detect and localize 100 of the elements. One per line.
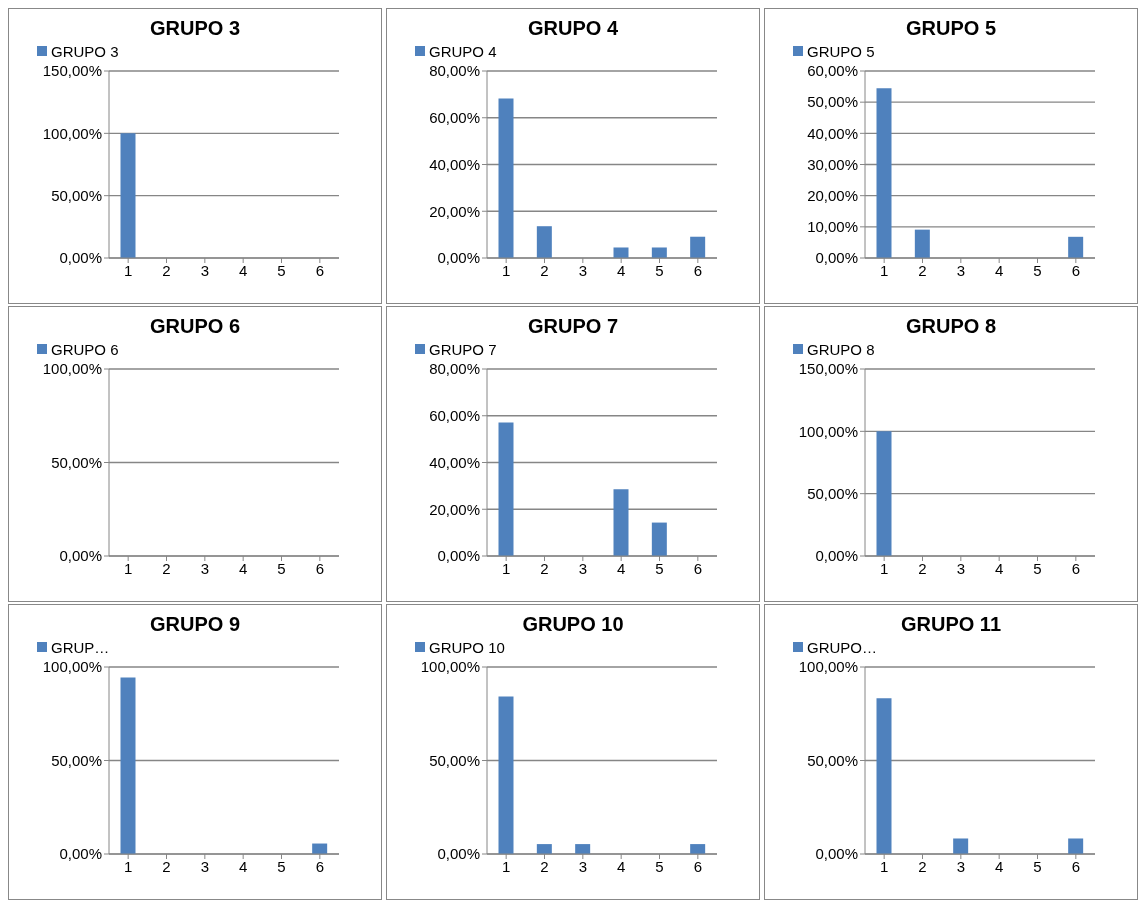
x-tick-label: 3: [200, 857, 210, 875]
x-tick-label: 2: [162, 261, 171, 279]
y-tick-label: 0,00%: [815, 547, 858, 565]
x-tick-label: 3: [578, 559, 588, 577]
x-tick-label: 6: [1071, 559, 1081, 577]
y-tick-label: 100,00%: [42, 658, 102, 676]
bar: [1068, 236, 1084, 258]
y-tick-label: 100,00%: [42, 124, 102, 142]
x-tick-label: 2: [918, 559, 927, 577]
x-tick-label: 5: [655, 261, 664, 279]
x-tick-label: 4: [994, 261, 1004, 279]
y-tick-label: 50,00%: [51, 453, 102, 471]
x-tick-label: 4: [616, 559, 626, 577]
x-tick-label: 1: [123, 261, 133, 279]
x-tick-label: 2: [918, 261, 927, 279]
x-tick-label: 5: [277, 857, 286, 875]
y-tick-label: 100,00%: [420, 658, 480, 676]
chart-title: GRUPO 10: [521, 613, 625, 637]
y-tick-label: 0,00%: [437, 845, 480, 863]
y-tick-label: 50,00%: [51, 186, 102, 204]
y-tick-label: 80,00%: [429, 360, 480, 378]
x-tick-label: 5: [277, 559, 286, 577]
y-tick-label: 50,00%: [429, 751, 480, 769]
x-tick-label: 3: [956, 261, 966, 279]
legend-label: GRUPO 3: [51, 42, 119, 60]
chart-title: GRUPO 3: [149, 17, 241, 41]
x-tick-label: 5: [277, 261, 286, 279]
x-tick-label: 6: [693, 261, 703, 279]
bar: [498, 98, 514, 258]
y-tick-label: 40,00%: [429, 453, 480, 471]
x-tick-label: 5: [1033, 261, 1042, 279]
bar: [498, 422, 514, 556]
x-tick-label: 5: [655, 559, 664, 577]
legend-label: GRUP…: [51, 638, 110, 656]
legend-label: GRUPO 6: [51, 340, 119, 358]
x-tick-label: 3: [578, 857, 588, 875]
x-tick-label: 4: [616, 261, 626, 279]
y-tick-label: 50,00%: [807, 751, 858, 769]
y-tick-label: 150,00%: [798, 360, 858, 378]
x-tick-label: 6: [315, 559, 325, 577]
x-tick-label: 1: [879, 261, 889, 279]
y-tick-label: 50,00%: [807, 484, 858, 502]
bar: [536, 226, 552, 258]
x-tick-label: 2: [162, 559, 171, 577]
x-tick-label: 6: [693, 857, 703, 875]
chart-title: GRUPO 9: [149, 613, 241, 637]
x-tick-label: 1: [123, 857, 133, 875]
chart-title: GRUPO 5: [905, 17, 997, 41]
y-tick-label: 40,00%: [807, 124, 858, 142]
x-tick-label: 5: [655, 857, 664, 875]
bar: [690, 236, 706, 258]
x-tick-label: 2: [918, 857, 927, 875]
x-tick-label: 3: [200, 261, 210, 279]
x-tick-label: 1: [501, 559, 511, 577]
legend-label: GRUPO 10: [429, 638, 505, 656]
x-tick-label: 3: [200, 559, 210, 577]
y-tick-label: 50,00%: [51, 751, 102, 769]
x-tick-label: 1: [879, 857, 889, 875]
x-tick-label: 2: [540, 559, 549, 577]
legend-label: GRUPO…: [807, 638, 878, 656]
y-tick-label: 0,00%: [437, 249, 480, 267]
y-tick-label: 100,00%: [798, 422, 858, 440]
bar: [651, 522, 667, 556]
y-tick-label: 0,00%: [59, 845, 102, 863]
legend-label: GRUPO 5: [807, 42, 875, 60]
y-tick-label: 80,00%: [429, 62, 480, 80]
chart-title: GRUPO 6: [149, 315, 241, 339]
bar: [651, 247, 667, 258]
x-tick-label: 6: [1071, 857, 1081, 875]
chart-title: GRUPO 7: [527, 315, 619, 339]
x-tick-label: 2: [540, 857, 549, 875]
y-tick-label: 0,00%: [59, 547, 102, 565]
y-tick-label: 60,00%: [807, 62, 858, 80]
x-tick-label: 1: [501, 261, 511, 279]
chart-title: GRUPO 11: [899, 613, 1002, 637]
y-tick-label: 10,00%: [807, 218, 858, 236]
y-tick-label: 20,00%: [429, 202, 480, 220]
bar: [613, 489, 629, 556]
x-tick-label: 4: [238, 559, 248, 577]
x-tick-label: 6: [1071, 261, 1081, 279]
x-tick-label: 6: [315, 857, 325, 875]
bar: [613, 247, 629, 258]
x-tick-label: 1: [123, 559, 133, 577]
x-tick-label: 3: [956, 857, 966, 875]
legend-label: GRUPO 4: [429, 42, 497, 60]
legend-label: GRUPO 7: [429, 340, 497, 358]
x-tick-label: 4: [238, 857, 248, 875]
y-tick-label: 20,00%: [429, 500, 480, 518]
x-tick-label: 2: [162, 857, 171, 875]
y-tick-label: 100,00%: [798, 658, 858, 676]
x-tick-label: 5: [1033, 857, 1042, 875]
x-tick-label: 6: [693, 559, 703, 577]
x-tick-label: 6: [315, 261, 325, 279]
x-tick-label: 2: [540, 261, 549, 279]
y-tick-label: 0,00%: [815, 845, 858, 863]
y-tick-label: 50,00%: [807, 93, 858, 111]
x-tick-label: 4: [238, 261, 248, 279]
y-tick-label: 100,00%: [42, 360, 102, 378]
y-tick-label: 60,00%: [429, 407, 480, 425]
x-tick-label: 1: [879, 559, 889, 577]
